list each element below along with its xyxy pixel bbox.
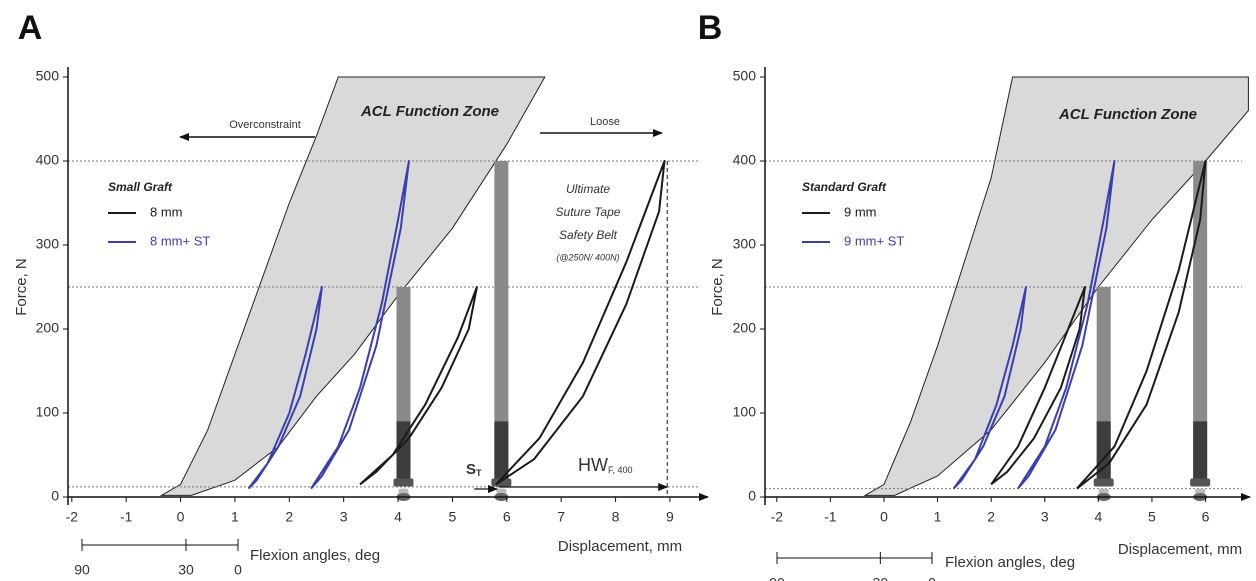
y-tick-label: 200	[733, 320, 757, 336]
x-tick-label: 5	[1148, 509, 1156, 525]
y-tick-label: 200	[36, 320, 60, 336]
x-tick-label: 0	[177, 509, 185, 525]
knot	[1190, 478, 1211, 487]
x-tick-label: 3	[1041, 509, 1049, 525]
zone-label: ACL Function Zone	[360, 103, 499, 120]
x-tick-label: -2	[771, 509, 784, 525]
x-tick-label: 2	[987, 509, 995, 525]
y-tick-label: 500	[733, 68, 757, 84]
st-label: ST	[466, 461, 482, 478]
x-tick-label: 0	[880, 509, 888, 525]
x-tick-label: 8	[612, 509, 620, 525]
legend-label: 9 mm+ ST	[844, 233, 904, 248]
annotation: Suture Tape	[556, 205, 621, 219]
legend-label: 8 mm	[150, 204, 183, 219]
legend-label: 8 mm+ ST	[150, 233, 210, 248]
y-tick-label: 400	[733, 152, 757, 168]
y-tick-label: 300	[36, 236, 60, 252]
x-tick-label: -1	[824, 509, 837, 525]
y-tick-label: 100	[733, 404, 757, 420]
y-tick-label: 300	[733, 236, 757, 252]
hysteresis-loop	[247, 286, 323, 490]
flexion-label: Flexion angles, deg	[945, 554, 1075, 571]
flexion-tick-label: 0	[234, 562, 242, 578]
x-tick-label: 1	[231, 509, 239, 525]
flexion-tick-label: 90	[74, 562, 90, 578]
annotation: Loose	[590, 116, 620, 128]
function-zone	[159, 76, 546, 496]
x-tick-label: 4	[1094, 509, 1102, 525]
x-tick-label: 9	[666, 509, 674, 525]
panel: ACL Function Zone-2 -1 0 1 2 3 4 5 6 7 8 9010020030…	[13, 9, 709, 578]
x-tick-label: 1	[934, 509, 942, 525]
legend-label: 9 mm	[844, 204, 877, 219]
x-tick-label: -1	[120, 509, 133, 525]
annotation: Overconstraint	[229, 119, 301, 131]
flexion-tick-label: 30	[178, 562, 194, 578]
x-tick-label: 4	[394, 509, 402, 525]
y-axis-label: Force, N	[709, 258, 726, 316]
x-tick-label: 6	[503, 509, 511, 525]
y-tick-label: 0	[748, 488, 756, 504]
hw-sub: F, 400	[608, 465, 633, 475]
hysteresis-loop	[495, 160, 666, 486]
legend-title: Standard Graft	[802, 180, 887, 194]
panel: ACL Function Zone-2 -1 0 1 2 3 4 5 6010020030040…	[698, 9, 1251, 581]
hysteresis-loop	[1076, 160, 1207, 490]
y-tick-label: 400	[36, 152, 60, 168]
suture-bar	[494, 161, 509, 481]
st-sub: T	[476, 468, 482, 478]
hw-main: HW	[578, 455, 608, 475]
panel-label: B	[698, 9, 723, 47]
zone-label: ACL Function Zone	[1058, 106, 1197, 123]
hysteresis-loop	[952, 286, 1027, 490]
hysteresis-loop	[1017, 160, 1116, 490]
st-main: S	[466, 461, 476, 478]
x-axis-label: Displacement, mm	[1118, 541, 1242, 558]
panel-label: A	[18, 9, 43, 47]
y-tick-label: 0	[51, 488, 59, 504]
x-axis-label: Displacement, mm	[558, 538, 682, 555]
knot	[393, 478, 414, 487]
flexion-label: Flexion angles, deg	[250, 547, 380, 564]
knot	[1093, 478, 1114, 487]
flexion-tick-label: 0	[928, 575, 936, 581]
flexion-tick-label: 30	[873, 575, 889, 581]
x-tick-label: 2	[285, 509, 293, 525]
x-tick-label: 3	[340, 509, 348, 525]
hysteresis-loop	[990, 286, 1086, 486]
x-tick-label: -2	[66, 509, 79, 525]
y-tick-label: 100	[36, 404, 60, 420]
hw-label: HWF, 400	[578, 455, 633, 476]
y-tick-label: 500	[36, 68, 60, 84]
hysteresis-loop	[310, 160, 410, 490]
function-zone	[863, 76, 1249, 496]
x-tick-label: 7	[557, 509, 565, 525]
flexion-tick-label: 90	[769, 575, 785, 581]
annotation: (@250N/ 400N)	[556, 252, 619, 262]
x-tick-label: 6	[1202, 509, 1210, 525]
suture-bar	[1193, 161, 1208, 481]
bar-base	[494, 421, 509, 481]
legend-title: Small Graft	[108, 180, 173, 194]
y-axis-label: Force, N	[13, 258, 30, 316]
x-tick-label: 5	[449, 509, 457, 525]
annotation: Ultimate	[566, 182, 610, 196]
bar-base	[1193, 421, 1208, 481]
annotation: Safety Belt	[559, 228, 618, 242]
hysteresis-loop	[359, 286, 478, 486]
bar-base	[396, 421, 411, 481]
